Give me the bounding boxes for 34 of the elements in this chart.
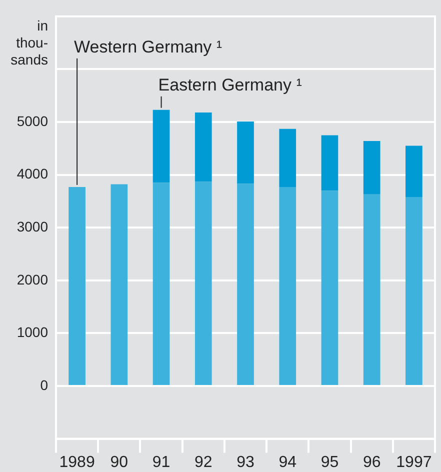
x-tick-label: 95 [320,454,339,471]
series-label: Eastern Germany ¹ [158,75,302,94]
bar [279,186,296,385]
y-tick-label: 4000 [16,166,48,182]
bar [194,112,212,182]
x-tick-label: 94 [278,454,297,471]
bar [110,184,128,385]
bar [194,182,212,385]
x-tick-label: 93 [236,454,254,471]
bar [363,194,380,385]
bar [279,128,296,187]
bar [406,146,422,197]
x-tick-label: 1989 [59,454,95,471]
x-tick-label: 92 [194,454,212,471]
bar [68,186,86,385]
y-tick-label: 0 [40,376,48,393]
bar [237,121,254,184]
bar [237,184,254,385]
bar [152,182,170,385]
text: Western Germany ¹ [74,37,222,56]
bar [406,196,422,385]
bar [321,190,338,385]
y-tick-label: 3000 [16,218,48,234]
y-axis-title: in thou- sands [10,17,48,68]
x-tick-label: 91 [152,454,170,471]
bar [152,110,170,183]
x-tick-label: 96 [362,454,381,471]
bar [321,135,338,191]
x-tick-label: 90 [110,454,128,471]
y-tick-label: 2000 [16,271,48,288]
y-tick-label: 5000 [16,112,48,129]
x-tick-label: 1997 [396,454,432,471]
y-tick-label: 1000 [16,324,48,340]
bar [363,141,380,194]
